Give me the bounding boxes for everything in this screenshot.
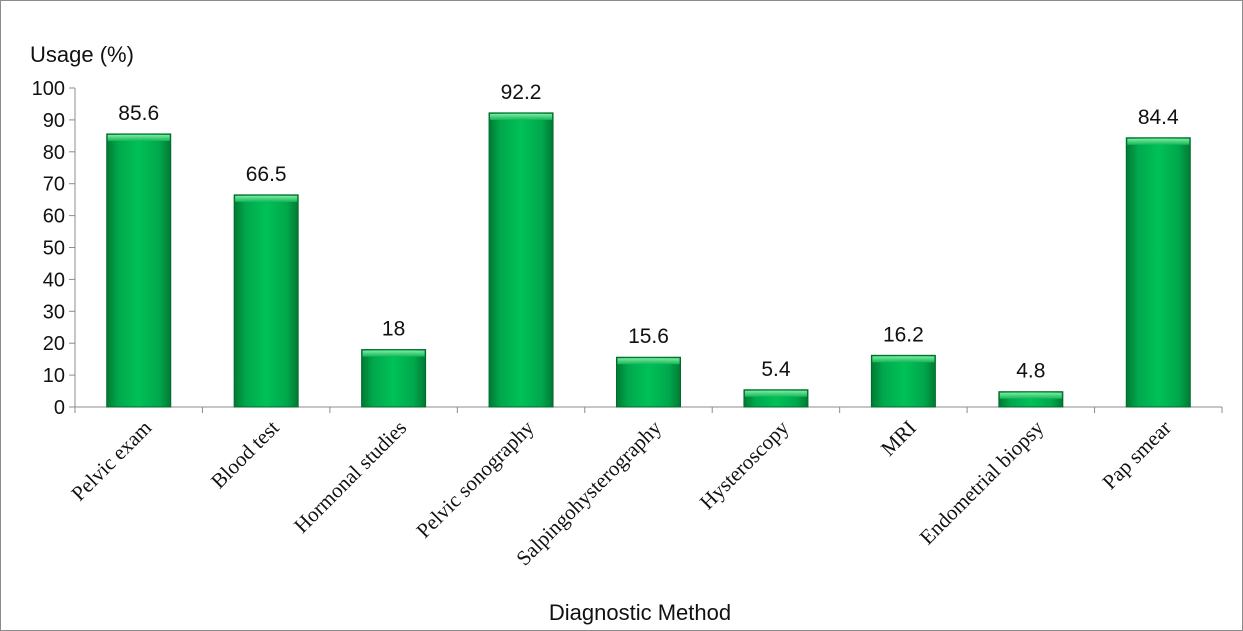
y-tick-label: 10 xyxy=(43,365,65,387)
bar-body xyxy=(361,349,427,408)
data-labels: 85.6 66.5 18 92.2 15.6 5.4 16.2 4.8 84.4 xyxy=(118,81,1179,383)
bar xyxy=(998,391,1064,408)
bars xyxy=(106,112,1191,408)
bar-body xyxy=(233,194,299,408)
bar-cap xyxy=(1127,138,1190,145)
category-label: Pelvic exam xyxy=(66,416,156,506)
bar xyxy=(233,194,299,408)
category-label: Endometrial biopsy xyxy=(915,415,1049,549)
x-axis-title: Diagnostic Method xyxy=(549,600,731,625)
bar-cap xyxy=(490,113,553,120)
data-label: 4.8 xyxy=(1016,360,1045,383)
bar xyxy=(361,349,427,408)
bar-cap xyxy=(617,358,680,365)
bar xyxy=(743,389,809,408)
category-label: Salpingohysterography xyxy=(511,415,666,570)
bar-cap xyxy=(872,356,935,363)
bar-cap xyxy=(744,390,807,397)
y-tick-label: 60 xyxy=(43,206,65,228)
y-ticks: 0 10 20 30 40 50 60 70 80 90 100 xyxy=(32,78,75,419)
bar xyxy=(488,112,554,408)
category-label: Hysteroscopy xyxy=(695,415,794,514)
data-label: 85.6 xyxy=(118,102,159,125)
data-label: 15.6 xyxy=(628,325,669,348)
y-tick-label: 80 xyxy=(43,142,65,164)
bar xyxy=(1125,137,1191,408)
data-label: 16.2 xyxy=(883,323,924,346)
bar-body xyxy=(616,356,681,408)
y-tick-label: 100 xyxy=(32,78,65,100)
bar xyxy=(616,356,681,408)
data-label: 5.4 xyxy=(761,358,791,381)
data-label: 84.4 xyxy=(1138,106,1179,129)
bar-cap xyxy=(235,195,298,202)
bar xyxy=(870,354,936,408)
bar-cap xyxy=(107,134,170,141)
y-tick-label: 90 xyxy=(43,110,65,132)
y-tick-label: 40 xyxy=(43,269,65,291)
data-label: 92.2 xyxy=(501,81,542,104)
bar-body xyxy=(870,354,936,408)
y-axis-title: Usage (%) xyxy=(30,42,134,67)
bar-cap xyxy=(999,392,1062,399)
bar-body xyxy=(106,133,172,408)
category-label: Pap smear xyxy=(1097,416,1175,494)
bar xyxy=(106,133,172,408)
bar-cap xyxy=(362,350,425,357)
category-label: MRI xyxy=(876,416,921,461)
x-ticks xyxy=(74,407,1223,413)
category-label: Pelvic sonography xyxy=(411,415,538,542)
category-label: Blood test xyxy=(206,415,284,493)
y-tick-label: 70 xyxy=(43,174,65,196)
bar-body xyxy=(1125,137,1191,408)
y-tick-label: 20 xyxy=(43,333,65,355)
bar-body xyxy=(488,112,554,408)
data-label: 66.5 xyxy=(246,163,287,186)
data-label: 18 xyxy=(382,318,405,341)
y-tick-label: 0 xyxy=(54,397,65,419)
category-label: Hormonal studies xyxy=(289,416,411,538)
y-tick-label: 30 xyxy=(43,301,65,323)
y-tick-label: 50 xyxy=(43,238,65,260)
category-labels: Pelvic exam Blood test Hormonal studies Pel… xyxy=(66,415,1176,570)
